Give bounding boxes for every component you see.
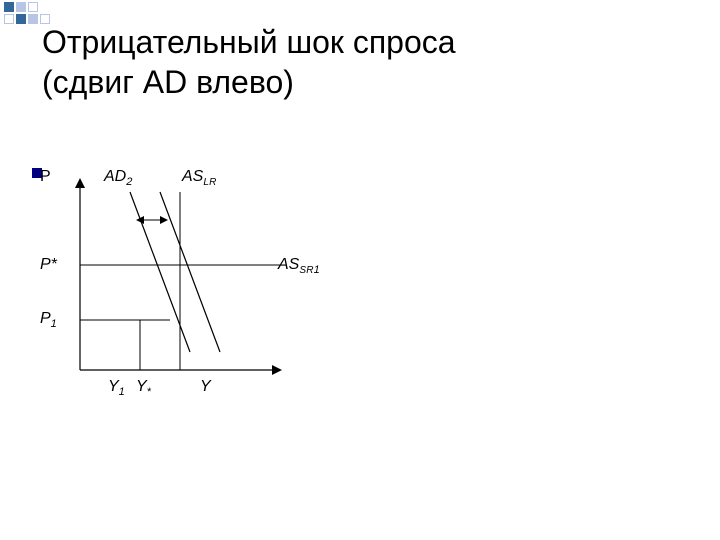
ad-as-diagram: P AD2 ASLR P* ASSR1 P1 Y1 Y* Y <box>40 160 370 420</box>
title-line1: Отрицательный шок спроса <box>42 24 456 60</box>
diagram-svg <box>40 160 370 420</box>
slide-title: Отрицательный шок спроса (сдвиг AD влево… <box>42 22 682 102</box>
title-line2: (сдвиг AD влево) <box>42 64 294 100</box>
